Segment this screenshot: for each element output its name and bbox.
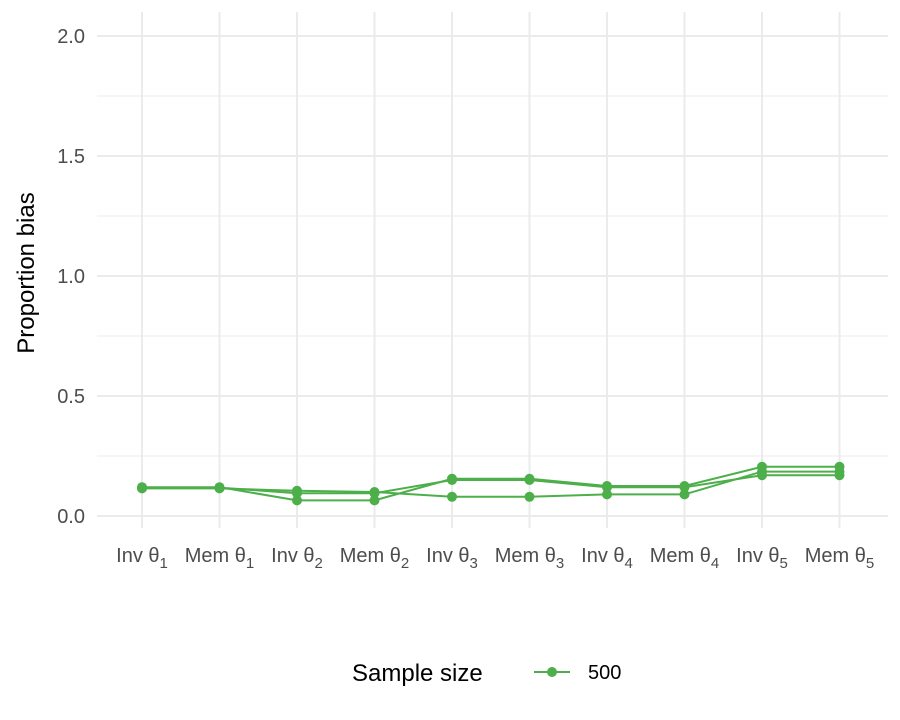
x-tick-label: Inv θ2 <box>271 545 323 572</box>
y-tick-label: 1.0 <box>57 266 85 288</box>
series-line <box>142 474 840 495</box>
data-point <box>679 489 690 500</box>
data-point <box>447 475 457 485</box>
x-tick-label: Mem θ2 <box>340 545 409 572</box>
y-tick-label: 0.5 <box>57 386 85 408</box>
x-tick-label: Mem θ5 <box>805 545 874 572</box>
grid <box>97 12 888 528</box>
x-tick-label: Mem θ3 <box>495 545 564 572</box>
data-point <box>524 491 535 502</box>
y-axis-title: Proportion bias <box>13 192 40 353</box>
y-tick-label: 1.5 <box>57 146 85 168</box>
legend-title: Sample size <box>352 660 483 687</box>
data-point <box>214 482 225 493</box>
legend-label: 500 <box>588 662 621 684</box>
series-line <box>142 465 840 502</box>
x-tick-label: Inv θ4 <box>581 545 633 572</box>
x-axis-ticks: Inv θ1 Mem θ1 Inv θ2 Mem θ2 Inv θ3 Mem θ3 Inv … <box>116 545 874 572</box>
data-point <box>447 491 457 502</box>
data-point <box>602 482 612 493</box>
data-point <box>757 470 767 481</box>
y-tick-label: 2.0 <box>57 26 85 48</box>
data-point <box>292 495 302 506</box>
x-tick-label: Mem θ4 <box>650 545 719 572</box>
x-tick-label: Inv θ1 <box>116 545 168 572</box>
legend: Sample size 500 <box>352 660 621 687</box>
series-layer <box>137 461 845 506</box>
data-point <box>292 488 302 499</box>
data-point <box>524 475 535 485</box>
y-tick-label: 0.0 <box>57 506 85 528</box>
series-line <box>142 470 840 498</box>
data-point <box>834 470 845 481</box>
x-tick-label: Inv θ3 <box>426 545 478 572</box>
x-tick-label: Inv θ5 <box>736 545 788 572</box>
x-tick-label: Mem θ1 <box>185 545 254 572</box>
y-axis-ticks: 0.0 0.5 1.0 1.5 2.0 <box>57 26 85 528</box>
data-point <box>602 489 612 500</box>
data-point <box>137 482 147 493</box>
legend-key-point <box>547 667 557 677</box>
data-point <box>679 482 690 493</box>
data-point <box>369 495 380 506</box>
data-point <box>369 488 380 499</box>
